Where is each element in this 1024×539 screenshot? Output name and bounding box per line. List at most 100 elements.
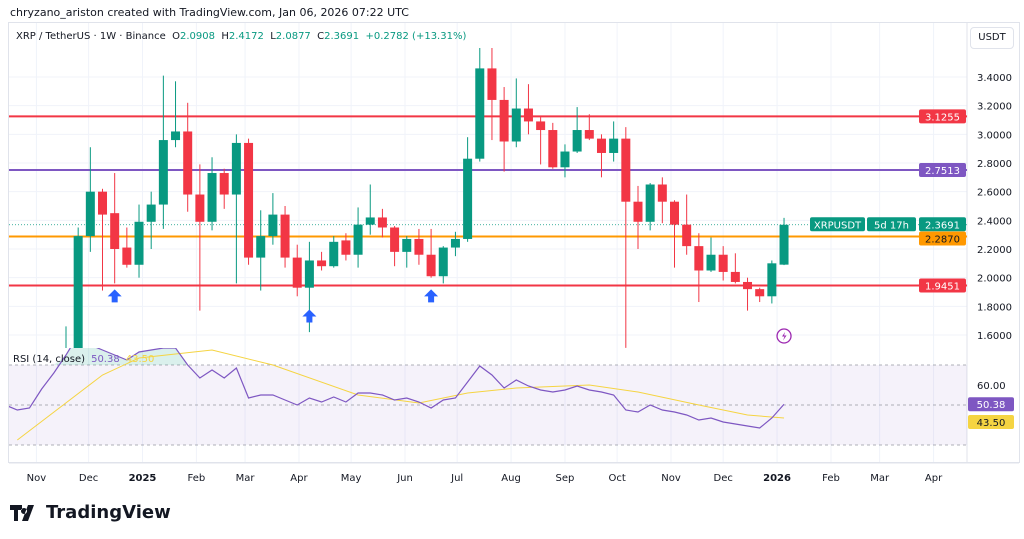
- rsi-value-label: 50.38: [977, 400, 1006, 411]
- candle: [694, 233, 704, 303]
- candle-body: [682, 224, 692, 247]
- candle-body: [426, 254, 436, 277]
- candle: [280, 205, 290, 268]
- currency-unit-button[interactable]: USDT: [970, 27, 1014, 49]
- candle-body: [779, 224, 789, 265]
- rsi-pane: [9, 348, 967, 446]
- rsi-line: [9, 348, 785, 429]
- candle-body: [511, 108, 521, 142]
- candle: [292, 244, 302, 297]
- time-tick-label: Feb: [822, 473, 840, 484]
- open-label: O: [172, 31, 180, 42]
- level-price-label: 1.9451: [925, 282, 960, 293]
- candle: [244, 138, 254, 265]
- candle-body: [402, 238, 412, 252]
- candle-body: [98, 191, 108, 215]
- candle: [85, 147, 95, 252]
- candle: [110, 173, 120, 284]
- candle: [98, 188, 108, 291]
- candle-body: [657, 184, 667, 202]
- candle-body: [536, 121, 546, 131]
- price-chart[interactable]: 3.4000 3.2000 3.0000 2.8000 2.6000 2.4000 2.20…: [0, 0, 1024, 500]
- price-tick-label: 3.0000: [977, 130, 1012, 141]
- candle-body: [694, 246, 704, 271]
- candle: [438, 246, 448, 284]
- symbol-name[interactable]: XRP / TetherUS · 1W · Binance: [16, 31, 166, 42]
- level-price-label: 3.1255: [925, 112, 960, 123]
- candle: [134, 204, 144, 278]
- level-price-label-bg: [919, 278, 966, 293]
- candle: [122, 227, 132, 268]
- candle-body: [231, 142, 241, 195]
- candle: [609, 121, 619, 162]
- time-tick-label: Apr: [290, 473, 308, 484]
- candle: [463, 137, 473, 242]
- time-tick-label: Mar: [870, 473, 890, 484]
- candle: [596, 134, 606, 178]
- candle-body: [706, 254, 716, 271]
- candle-body: [171, 131, 181, 141]
- candle: [743, 277, 753, 311]
- price-tick-label: 1.6000: [977, 331, 1012, 342]
- lightning-bolt: [782, 332, 787, 341]
- candle: [560, 144, 570, 178]
- candle-body: [438, 247, 448, 277]
- candle-body: [767, 263, 777, 297]
- candle: [341, 233, 351, 261]
- time-tick-label: May: [341, 473, 362, 484]
- time-tick-label: Nov: [661, 473, 681, 484]
- symbol-tag-label-bg: [810, 217, 865, 232]
- candle-body: [463, 158, 473, 239]
- candle-body: [317, 260, 327, 267]
- level-price-label: 2.7513: [925, 166, 960, 177]
- candle: [183, 102, 193, 212]
- high-value: 2.4172: [228, 31, 264, 42]
- candle-body: [73, 236, 83, 348]
- candle-body: [548, 130, 558, 168]
- candle: [207, 157, 217, 231]
- time-tick-label: Sep: [556, 473, 575, 484]
- time-tick-label: Feb: [188, 473, 206, 484]
- candle-body: [304, 260, 314, 288]
- rsi-ma-legend-value: 43.50: [126, 354, 155, 365]
- candle: [65, 326, 67, 348]
- candle-body: [329, 241, 339, 267]
- candle: [645, 183, 655, 231]
- rsi-overbought-fill: [9, 348, 785, 365]
- close-value: 2.3691: [324, 31, 360, 42]
- price-tick-label: 3.4000: [977, 73, 1012, 84]
- candle-body: [718, 254, 728, 272]
- candle: [499, 87, 509, 172]
- candle-body: [450, 238, 460, 248]
- price-tick-label: 2.8000: [977, 159, 1012, 170]
- candle: [682, 194, 692, 255]
- candle-body: [292, 257, 302, 288]
- candle: [426, 228, 436, 278]
- candle-body: [743, 281, 753, 290]
- candle-body: [633, 201, 643, 222]
- symbol-tag-label: XRPUSDT: [814, 220, 862, 231]
- level-price-label: 2.2870: [925, 235, 960, 246]
- close-label: C: [317, 31, 325, 42]
- candle-body: [280, 214, 290, 258]
- candle-body: [110, 213, 120, 249]
- candle: [73, 227, 83, 348]
- candle-body: [572, 130, 582, 152]
- time-tick-label: Mar: [236, 473, 256, 484]
- last-price-label-bg: [919, 217, 966, 232]
- candle-body: [365, 217, 375, 225]
- candle-body: [670, 201, 679, 225]
- low-value: 2.0877: [275, 31, 311, 42]
- candle: [523, 84, 533, 135]
- rsi-legend-value: 50.38: [91, 354, 120, 365]
- rsi-band: [9, 365, 967, 445]
- candle-body: [390, 227, 400, 252]
- level-price-label-bg: [919, 231, 966, 246]
- candle: [329, 236, 339, 268]
- up-arrow-icon: [424, 289, 439, 303]
- time-tick-label: Jul: [450, 473, 463, 484]
- rsi-tick-label: 60.00: [977, 381, 1006, 392]
- candle: [353, 207, 363, 268]
- rsi-ma-line: [17, 349, 785, 441]
- candle: [718, 246, 728, 281]
